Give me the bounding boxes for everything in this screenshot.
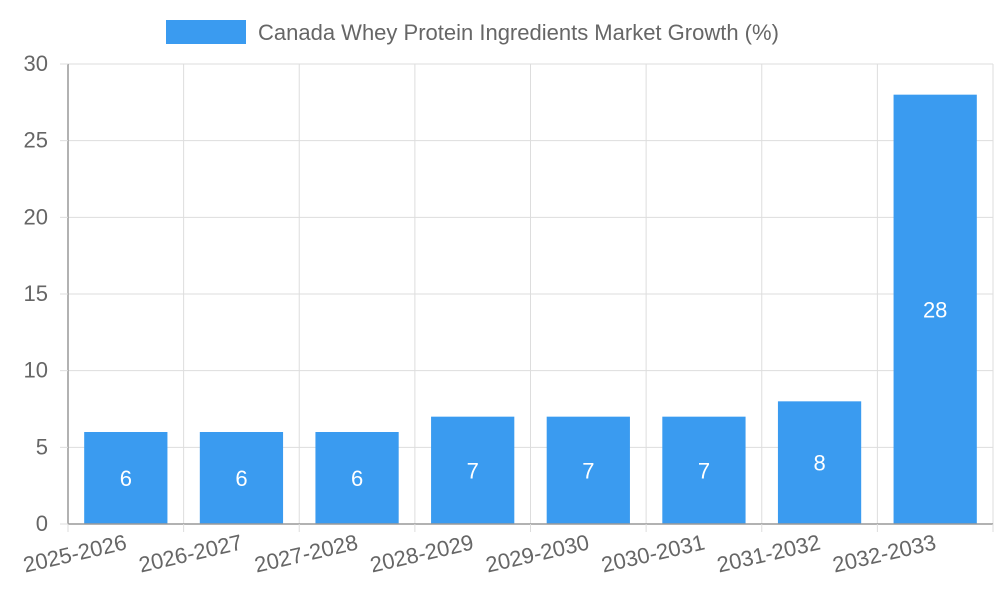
bar[interactable] [546, 416, 630, 524]
grid-lines [67, 63, 994, 525]
bar[interactable] [199, 432, 284, 524]
bar-value-label: 6 [235, 466, 247, 491]
x-tick-label: 2028-2029 [368, 530, 476, 578]
y-tick-label: 15 [24, 281, 48, 306]
bar[interactable] [84, 432, 168, 524]
y-tick-label: 5 [36, 434, 48, 459]
x-tick-label: 2031-2032 [715, 530, 823, 578]
y-tick-label: 10 [24, 358, 48, 383]
bar[interactable] [431, 416, 515, 524]
x-tick-label: 2032-2033 [830, 530, 938, 578]
y-tick-label: 0 [36, 511, 48, 536]
bar[interactable] [893, 94, 977, 525]
x-tick-label: 2027-2028 [252, 530, 360, 578]
x-tick-label: 2025-2026 [21, 530, 129, 578]
x-tick-label: 2029-2030 [483, 530, 591, 578]
bar-value-label: 28 [923, 297, 947, 322]
y-axis-ticks: 0 5 10 15 20 25 30 [24, 51, 68, 536]
y-tick-label: 25 [24, 128, 48, 153]
bar-value-label: 7 [467, 458, 479, 483]
bar-value-label: 7 [698, 458, 710, 483]
x-axis-ticks: 2025-2026 2026-2027 2027-2028 2028-2029 2029… [21, 524, 994, 578]
legend[interactable]: Canada Whey Protein Ingredients Market G… [166, 20, 779, 45]
bar[interactable] [315, 432, 399, 524]
x-tick-label: 2030-2031 [599, 530, 707, 578]
legend-swatch[interactable] [166, 20, 246, 44]
legend-label[interactable]: Canada Whey Protein Ingredients Market G… [258, 20, 779, 45]
y-tick-label: 20 [24, 204, 48, 229]
y-tick-label: 30 [24, 51, 48, 76]
bar-value-label: 6 [351, 466, 363, 491]
bar[interactable] [777, 401, 862, 524]
bar-value-label: 8 [813, 451, 825, 476]
x-tick-label: 2026-2027 [136, 530, 244, 578]
bar[interactable] [662, 416, 746, 524]
bars: 6 6 6 7 7 7 8 28 [84, 94, 977, 525]
bar-value-label: 6 [120, 466, 132, 491]
bar-value-label: 7 [582, 458, 594, 483]
